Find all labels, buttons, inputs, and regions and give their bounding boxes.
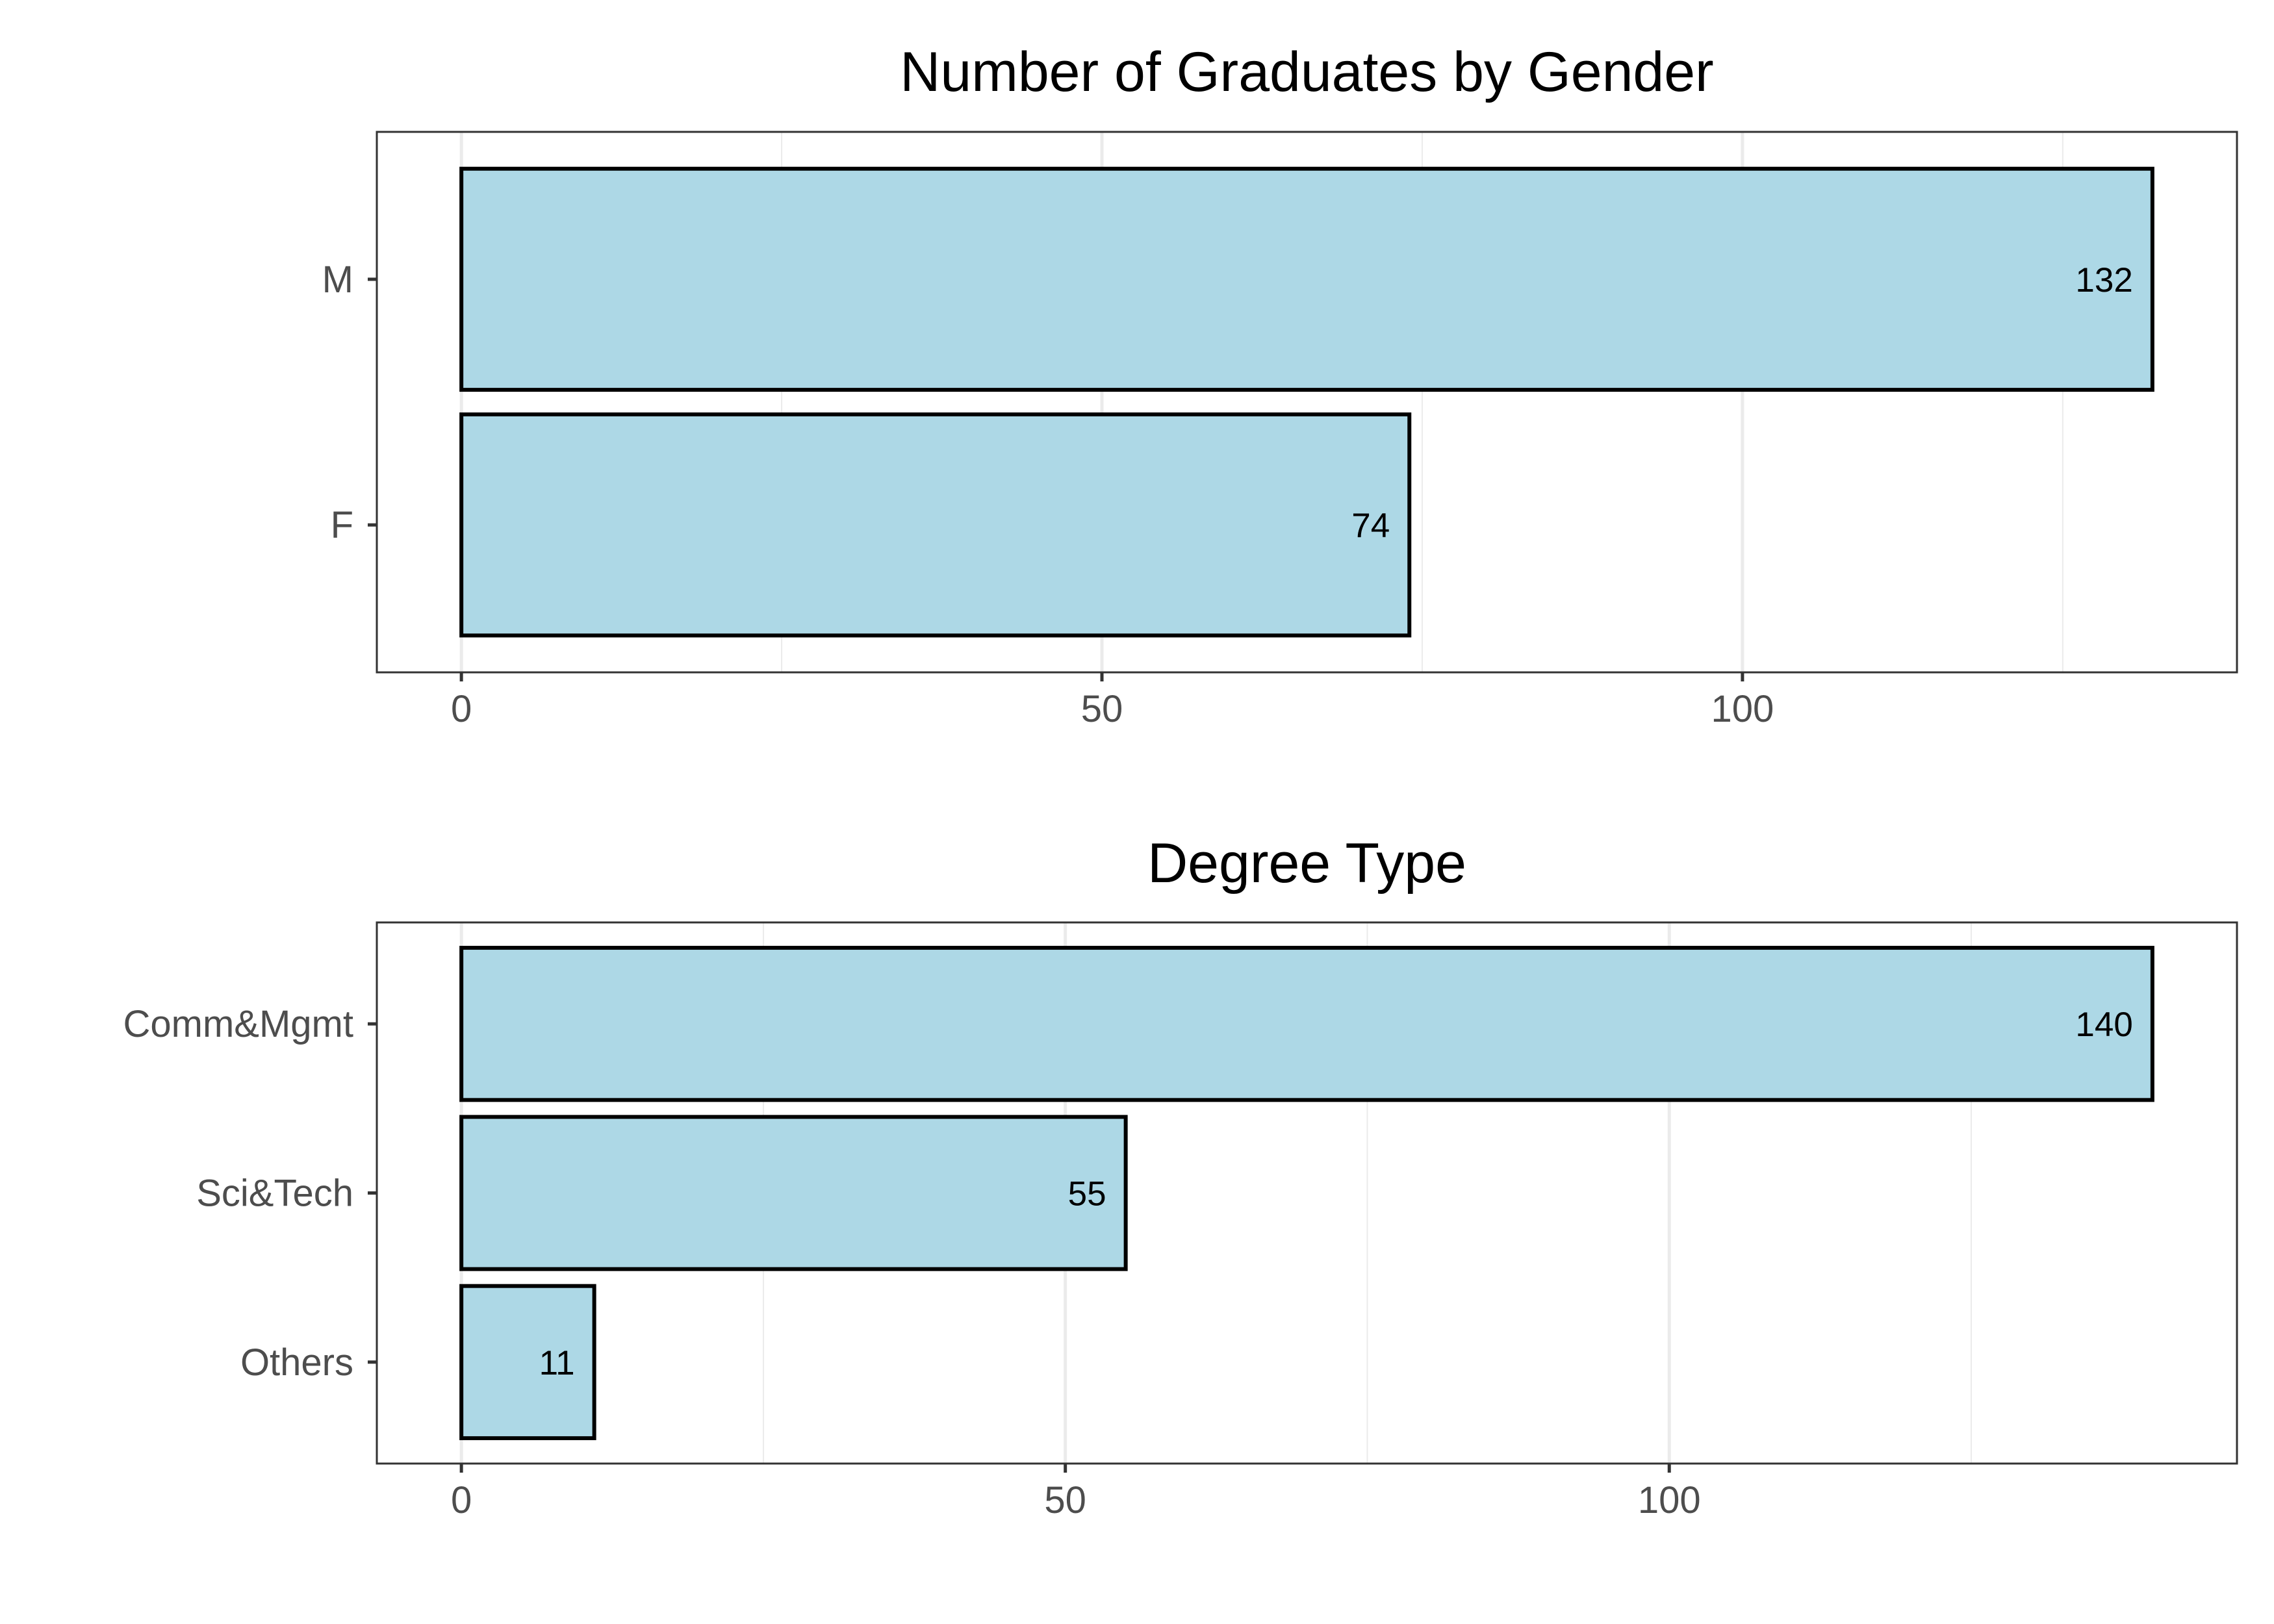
bar-others [459, 1284, 596, 1440]
data-label: 132 [2075, 261, 2132, 299]
category-label: Others [240, 1341, 353, 1384]
panel-border [376, 131, 2238, 674]
category-label: Comm&Mgmt [123, 1003, 353, 1045]
x-tick-label: 50 [1044, 1479, 1086, 1521]
x-tick-label: 100 [1638, 1479, 1701, 1521]
x-tick-label: 100 [1711, 688, 1774, 730]
chart-title: Number of Graduates by Gender [900, 41, 1713, 103]
bar-m [459, 166, 2154, 392]
x-tick-label: 0 [451, 1479, 472, 1521]
category-label: F [331, 504, 353, 546]
bar-f [459, 412, 1412, 638]
data-label: 11 [539, 1344, 575, 1382]
category-label: M [322, 259, 353, 301]
panel-border [376, 921, 2238, 1465]
category-label: Sci&Tech [196, 1173, 353, 1215]
chart-panel-0: Number of Graduates by Gender 132 M 74 F 0 50 1… [322, 41, 2238, 730]
data-label: 74 [1351, 507, 1390, 545]
data-label: 55 [1068, 1175, 1106, 1213]
bar-comm-mgmt [459, 946, 2154, 1102]
x-tick-label: 50 [1081, 688, 1123, 730]
x-tick-label: 0 [451, 688, 472, 730]
data-label: 140 [2075, 1006, 2132, 1044]
bar-sci-tech [459, 1115, 1128, 1271]
chart-title: Degree Type [1147, 832, 1466, 894]
chart-panel-1: Degree Type 140 Comm&Mgmt 55 Sci&Tech 11 Other… [123, 832, 2238, 1521]
